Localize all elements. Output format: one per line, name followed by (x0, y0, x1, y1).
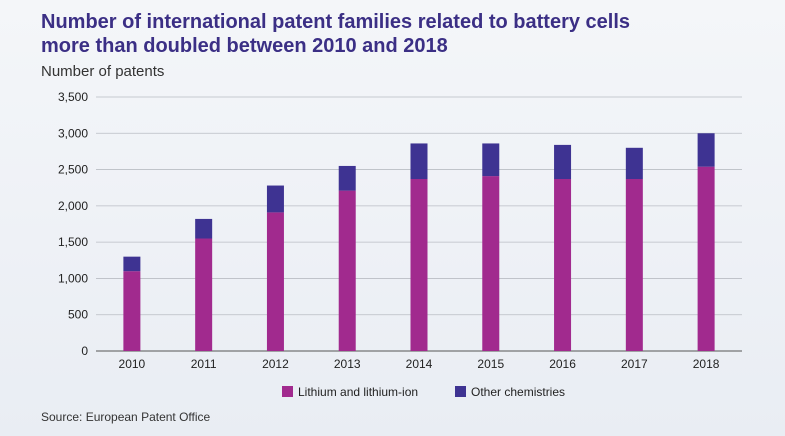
x-tick-label: 2010 (119, 357, 146, 371)
bar-other-2018 (697, 133, 715, 167)
x-tick-label: 2015 (477, 357, 504, 371)
legend-swatch-lithium (282, 386, 293, 397)
y-tick-label: 2,000 (58, 199, 88, 213)
bar-lithium-2013 (338, 190, 356, 351)
x-tick-label: 2018 (693, 357, 720, 371)
bars (123, 133, 715, 351)
chart-title: Number of international patent families … (41, 11, 631, 57)
x-tick-label: 2017 (621, 357, 648, 371)
x-tick-label: 2014 (406, 357, 433, 371)
y-tick-label: 3,500 (58, 90, 88, 104)
y-tick-label: 2,500 (58, 163, 88, 177)
legend: Lithium and lithium-ion Other chemistries (282, 385, 565, 399)
bar-lithium-2017 (625, 179, 643, 351)
x-tick-label: 2016 (549, 357, 576, 371)
y-tick-label: 1,000 (58, 271, 88, 285)
legend-label-other: Other chemistries (471, 385, 565, 399)
legend-label-lithium: Lithium and lithium-ion (298, 385, 418, 399)
bar-other-2012 (266, 185, 284, 213)
x-tick-label: 2011 (191, 357, 217, 371)
bar-other-2010 (123, 256, 141, 272)
bar-other-2013 (338, 165, 356, 191)
y-tick-label: 0 (81, 344, 88, 358)
y-axis-ticks: 0 500 1,000 1,500 2,000 2,500 3,000 3,500 (58, 90, 88, 358)
legend-swatch-other (455, 386, 466, 397)
bar-lithium-2014 (410, 179, 428, 351)
source-note: Source: European Patent Office (41, 410, 211, 424)
bar-lithium-2016 (554, 179, 572, 351)
bar-lithium-2012 (266, 212, 284, 351)
bar-other-2011 (195, 218, 213, 239)
y-tick-label: 1,500 (58, 235, 88, 249)
x-tick-label: 2013 (334, 357, 361, 371)
bar-lithium-2011 (195, 238, 213, 351)
bar-lithium-2018 (697, 166, 715, 351)
x-tick-label: 2012 (262, 357, 289, 371)
bar-other-2014 (410, 143, 428, 180)
bar-other-2016 (554, 144, 572, 180)
y-tick-label: 500 (68, 308, 88, 322)
x-axis-ticks: 2010 2011 2012 2013 2014 2015 2016 2017 2018 (119, 357, 720, 371)
bar-other-2015 (482, 143, 500, 177)
bar-lithium-2015 (482, 176, 500, 351)
y-tick-label: 3,000 (58, 126, 88, 140)
bar-lithium-2010 (123, 271, 141, 351)
bar-other-2017 (625, 147, 643, 180)
y-axis-label: Number of patents (41, 63, 165, 80)
